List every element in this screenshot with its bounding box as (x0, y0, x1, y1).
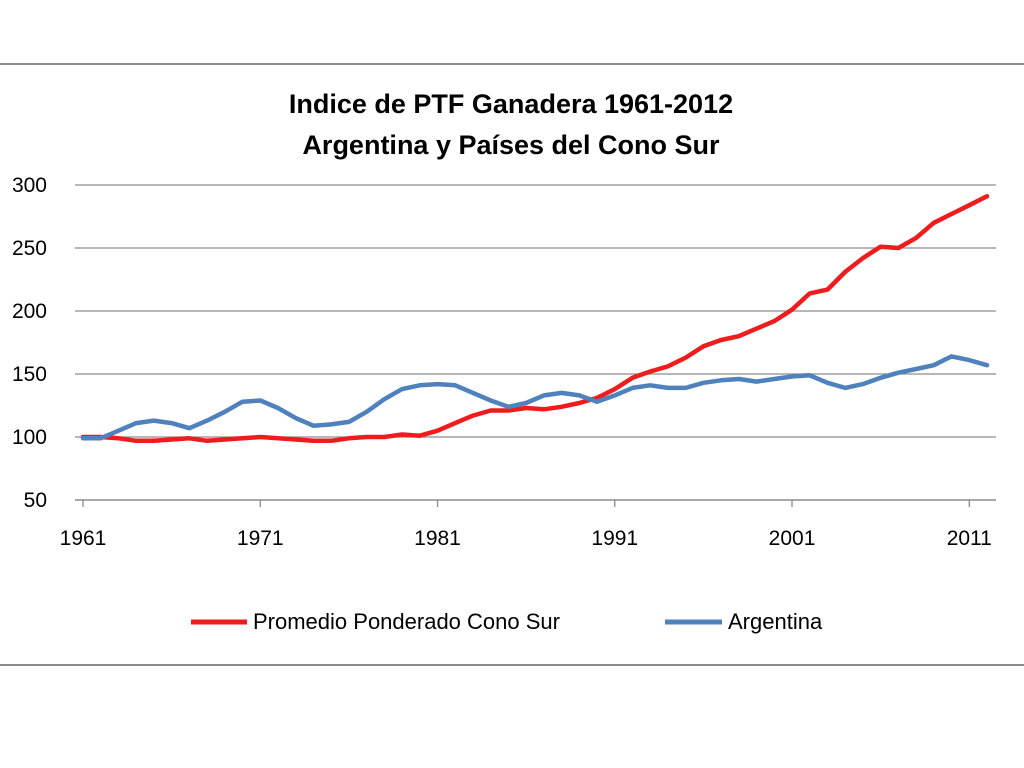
x-tick-label-1991: 1991 (591, 527, 638, 550)
bottom-border-line (0, 664, 1024, 666)
y-tick-label-50: 50 (24, 489, 47, 512)
x-tick-label-1981: 1981 (414, 527, 461, 550)
x-tick-label-1961: 1961 (60, 527, 107, 550)
y-tick-label-150: 150 (12, 363, 47, 386)
series-line-2 (80, 354, 990, 441)
series-line-1 (80, 194, 990, 444)
legend: Promedio Ponderado Cono Sur Argentina (191, 609, 823, 634)
y-tick-label-200: 200 (12, 300, 47, 323)
x-tick-label-2011: 2011 (947, 527, 992, 550)
y-tick-label-300: 300 (12, 174, 47, 197)
top-border-line (0, 63, 1024, 65)
series-lines (80, 194, 990, 444)
axes: 50 100 150 200 250 300 1961 1971 1981 1991 2001 201… (12, 174, 996, 550)
x-tick-label-2001: 2001 (769, 527, 816, 550)
legend-label-2: Argentina (728, 609, 823, 634)
chart-title-line-2: Argentina y Países del Cono Sur (302, 130, 720, 160)
y-tick-label-250: 250 (12, 237, 47, 260)
y-tick-label-100: 100 (12, 426, 47, 449)
legend-label-1: Promedio Ponderado Cono Sur (253, 609, 560, 634)
chart-title-line-1: Indice de PTF Ganadera 1961-2012 (289, 89, 733, 119)
x-tick-label-1971: 1971 (237, 527, 284, 550)
